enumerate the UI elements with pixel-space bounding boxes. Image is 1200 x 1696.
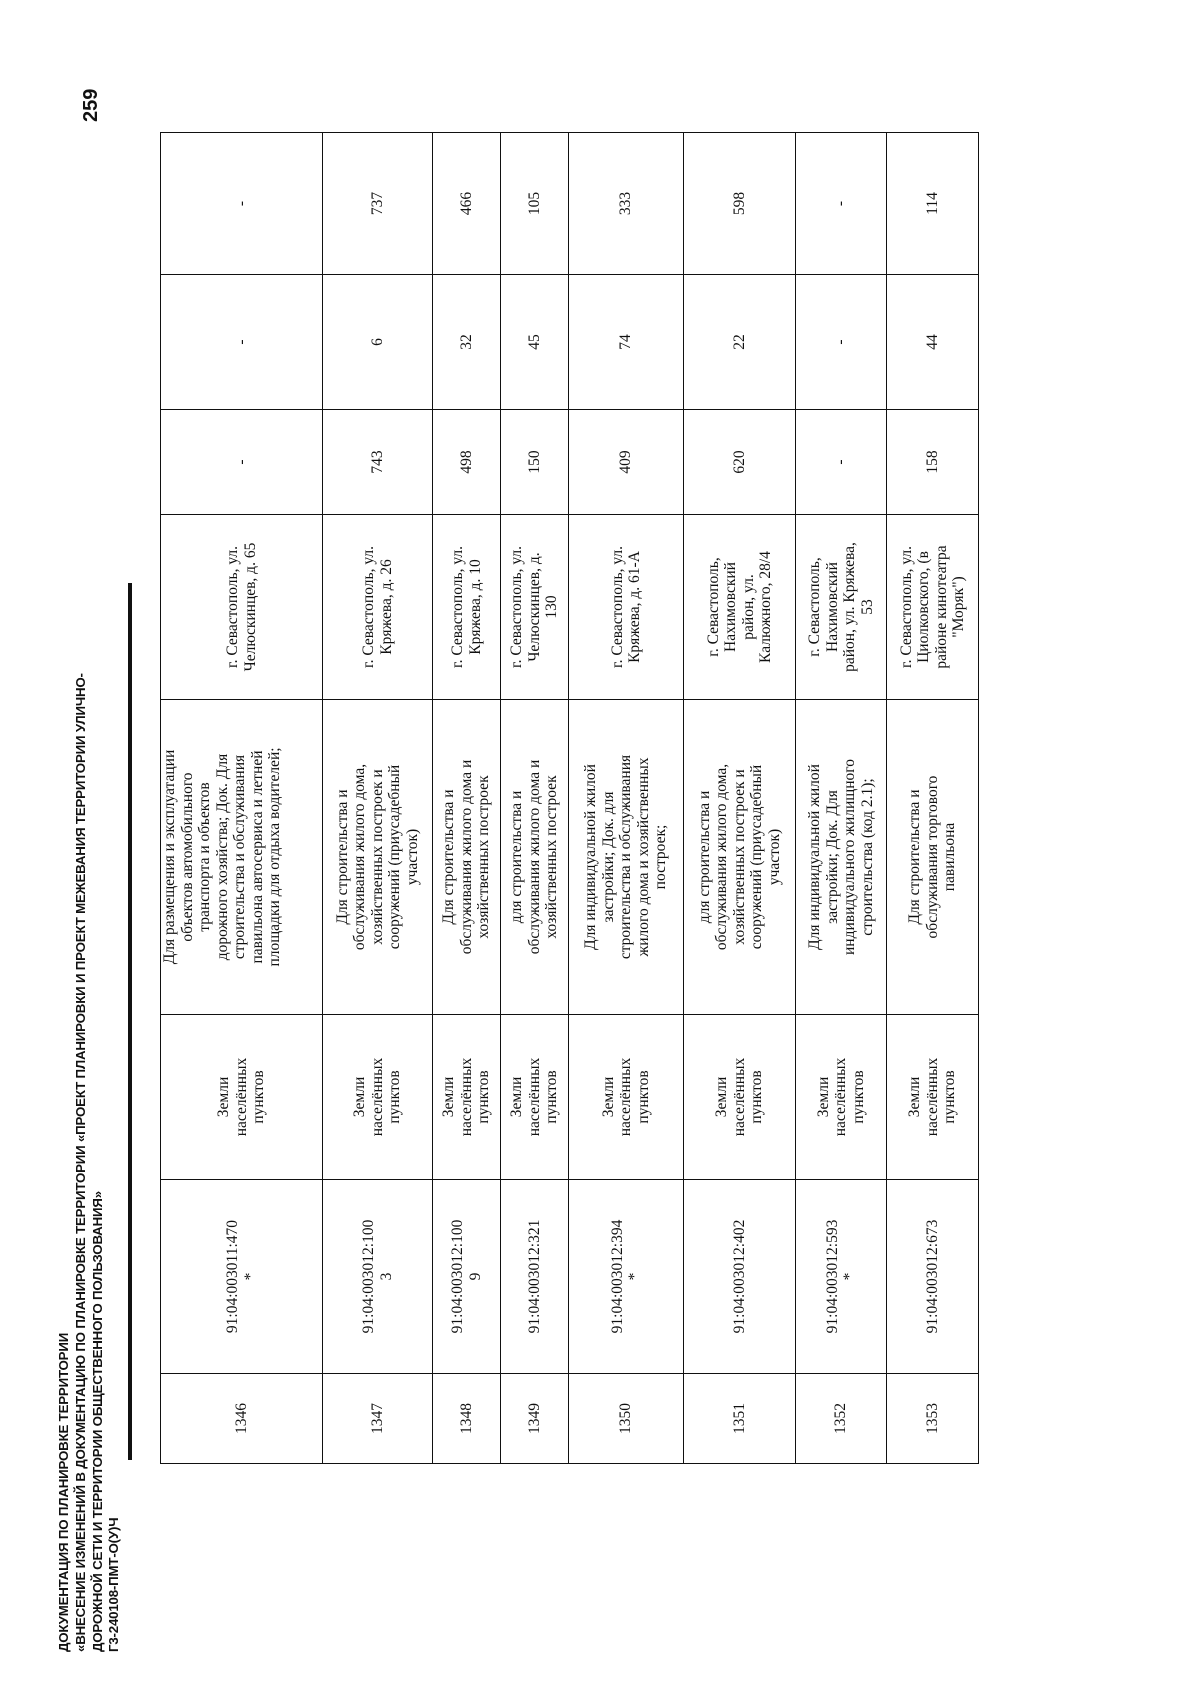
cell-cadastral: 91:04:003012:100 9 [432,1179,501,1374]
cell-area-a: 45 [500,274,569,410]
cell-area-total: 498 [432,409,501,515]
cell-purpose: Для строительства и обслуживания жилого … [322,699,433,1015]
cell-category: Земли населённых пунктов [795,1014,887,1180]
cell-area-total: - [160,409,323,515]
header-line: ДОКУМЕНТАЦИЯ ПО ПЛАНИРОВКЕ ТЕРРИТОРИИ [56,1332,71,1652]
cell-cadastral: 91:04:003012:673 [886,1179,979,1374]
land-plots-table: 1346 91:04:003011:470 * Земли населённых п… [160,132,979,1464]
cell-area-total: 743 [322,409,433,515]
cell-num: 1352 [795,1373,887,1464]
cell-address: г. Севастополь, ул. Циолковского, (в рай… [886,514,979,700]
cell-area-b: - [160,132,323,275]
table-row: 1351 91:04:003012:402 Земли населённых пун… [683,132,796,1464]
cell-area-a: 74 [568,274,684,410]
cell-category: Земли населённых пунктов [683,1014,796,1180]
table-row: 1348 91:04:003012:100 9 Земли населённых п… [432,132,501,1464]
header-divider [128,583,132,1460]
cell-category: Земли населённых пунктов [886,1014,979,1180]
cell-cadastral: 91:04:003012:100 3 [322,1179,433,1374]
table-row: 1349 91:04:003012:321 Земли населённых пун… [500,132,569,1464]
cell-area-a: 32 [432,274,501,410]
table-row: 1346 91:04:003011:470 * Земли населённых п… [160,132,323,1464]
cell-purpose: Для строительства и обслуживания торгово… [886,699,979,1015]
cell-area-a: 6 [322,274,433,410]
cell-cadastral: 91:04:003012:402 [683,1179,796,1374]
cell-area-a: - [795,274,887,410]
cell-area-b: 598 [683,132,796,275]
cell-category: Земли населённых пунктов [160,1014,323,1180]
cell-num: 1353 [886,1373,979,1464]
cell-num: 1347 [322,1373,433,1464]
cell-area-b: 114 [886,132,979,275]
cell-purpose: Для строительства и обслуживания жилого … [432,699,501,1015]
cell-num: 1351 [683,1373,796,1464]
cell-cadastral: 91:04:003012:394 * [568,1179,684,1374]
cell-area-total: 150 [500,409,569,515]
table-row: 1352 91:04:003012:593 * Земли населённых п… [795,132,887,1464]
cell-area-a: - [160,274,323,410]
cell-category: Земли населённых пунктов [568,1014,684,1180]
cell-area-b: 737 [322,132,433,275]
cell-area-b: 105 [500,132,569,275]
cell-category: Земли населённых пунктов [322,1014,433,1180]
cell-area-a: 44 [886,274,979,410]
cell-purpose: Для размещения и эксплуатации объектов а… [160,699,323,1015]
cell-cadastral: 91:04:003012:593 * [795,1179,887,1374]
cell-category: Земли населённых пунктов [432,1014,501,1180]
cell-area-b: - [795,132,887,275]
cell-area-b: 466 [432,132,501,275]
header-line: «ВНЕСЕНИЕ ИЗМЕНЕНИЙ В ДОКУМЕНТАЦИЮ ПО ПЛ… [72,673,88,1652]
cell-address: г. Севастополь, ул. Кряжева, д. 61-А [568,514,684,700]
cell-address: г. Севастополь, Нахимовский район, ул. К… [795,514,887,700]
cell-num: 1346 [160,1373,323,1464]
document-header: ДОКУМЕНТАЦИЯ ПО ПЛАНИРОВКЕ ТЕРРИТОРИИ «В… [56,292,123,1652]
cell-num: 1349 [500,1373,569,1464]
cell-address: г. Севастополь, ул. Челюскинцев, д. 65 [160,514,323,700]
cell-cadastral: 91:04:003012:321 [500,1179,569,1374]
cell-area-total: - [795,409,887,515]
cell-cadastral: 91:04:003011:470 * [160,1179,323,1374]
page-number: 259 [80,88,102,122]
header-line: Г3-240108-ПМТ-О(У)Ч [106,1517,122,1652]
cell-category: Земли населённых пунктов [500,1014,569,1180]
cell-purpose: Для индивидуальной жилой застройки; Док.… [568,699,684,1015]
cell-area-a: 22 [683,274,796,410]
header-line: ДОРОЖНОЙ СЕТИ И ТЕРРИТОРИИ ОБЩЕСТВЕННОГО… [89,1191,105,1652]
cell-address: г. Севастополь, ул. Кряжева, д. 26 [322,514,433,700]
cell-num: 1348 [432,1373,501,1464]
cell-purpose: для строительства и обслуживания жилого … [500,699,569,1015]
table-row: 1353 91:04:003012:673 Земли населённых пун… [886,132,979,1464]
cell-address: г. Севастополь, ул. Челюскинцев, д. 130 [500,514,569,700]
cell-area-total: 158 [886,409,979,515]
cell-area-total: 409 [568,409,684,515]
cell-address: г. Севастополь, Нахимовский район, ул. К… [683,514,796,700]
table-row: 1347 91:04:003012:100 3 Земли населённых п… [322,132,433,1464]
cell-purpose: Для индивидуальной жилой застройки; Док.… [795,699,887,1015]
cell-area-total: 620 [683,409,796,515]
table-row: 1350 91:04:003012:394 * Земли населённых п… [568,132,684,1464]
cell-num: 1350 [568,1373,684,1464]
cell-purpose: для строительства и обслуживания жилого … [683,699,796,1015]
cell-area-b: 333 [568,132,684,275]
cell-address: г. Севастополь, ул. Кряжева, д. 10 [432,514,501,700]
